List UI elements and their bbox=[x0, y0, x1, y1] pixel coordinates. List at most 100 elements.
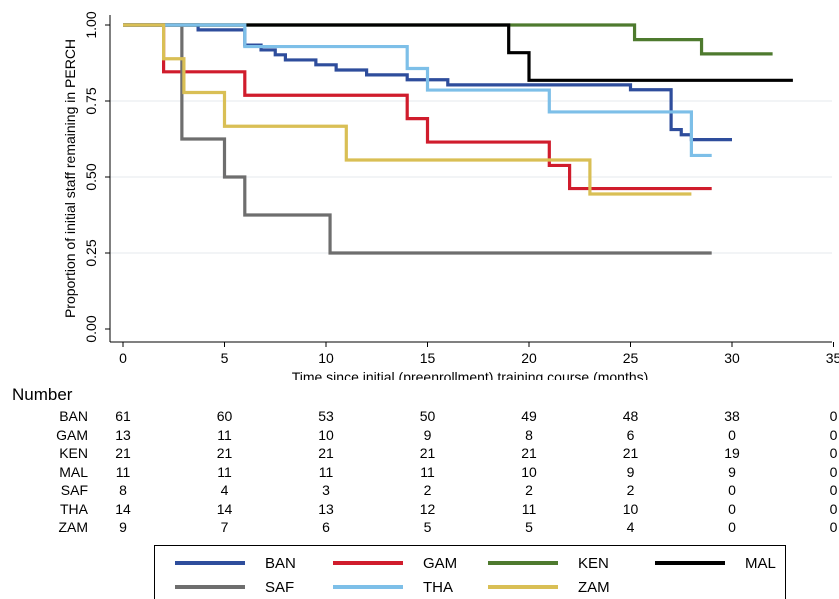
risk-cell-mal-35: 0 bbox=[829, 463, 838, 480]
risk-cell-tha-10: 13 bbox=[318, 500, 334, 517]
legend-swatch-mal bbox=[655, 561, 725, 565]
x-tick-label-1: 5 bbox=[221, 350, 229, 366]
risk-cell-zam-5: 7 bbox=[220, 519, 229, 535]
risk-cell-ken-30: 19 bbox=[724, 445, 740, 461]
risk-cell-ken-20: 21 bbox=[521, 445, 537, 461]
km-chart: 0.00 0.25 0.50 0.75 1.00 0 5 10 15 20 25 30 35 Time s… bbox=[62, 11, 839, 380]
risk-cell-gam-0: 13 bbox=[115, 426, 131, 443]
risk-cell-gam-35: 0 bbox=[829, 426, 838, 443]
legend-item-gam: GAM bbox=[333, 553, 457, 573]
risk-cell-tha-30: 0 bbox=[728, 500, 736, 517]
risk-cell-ban-10: 53 bbox=[318, 408, 334, 424]
legend-label-ban: BAN bbox=[265, 554, 296, 572]
legend-label-tha: THA bbox=[423, 578, 453, 596]
y-tick-label-0: 0.00 bbox=[83, 315, 99, 342]
risk-row-label-gam: GAM bbox=[56, 426, 88, 443]
risk-row-label-tha: THA bbox=[60, 500, 88, 517]
x-tick-label-0: 0 bbox=[119, 350, 127, 366]
legend-label-gam: GAM bbox=[423, 554, 458, 572]
x-tick-label-6: 30 bbox=[724, 350, 740, 366]
x-tick-label-5: 25 bbox=[623, 350, 639, 366]
series-line-tha bbox=[123, 23, 712, 158]
risk-cell-zam-10: 6 bbox=[322, 519, 330, 535]
risk-cell-ban-5: 60 bbox=[216, 408, 233, 424]
risk-cell-mal-20: 10 bbox=[521, 463, 537, 480]
risk-cell-ken-25: 21 bbox=[622, 445, 639, 461]
risk-cell-tha-5: 14 bbox=[216, 500, 233, 517]
risk-row-label-ban: BAN bbox=[59, 408, 88, 424]
risk-cell-saf-20: 2 bbox=[525, 482, 533, 498]
risk-row-label-zam: ZAM bbox=[58, 519, 88, 535]
series-line-saf bbox=[123, 23, 712, 255]
risk-cell-ken-5: 21 bbox=[216, 445, 233, 461]
legend-label-zam: ZAM bbox=[578, 578, 610, 596]
risk-cell-ban-0: 61 bbox=[115, 408, 131, 424]
legend-label-saf: SAF bbox=[265, 578, 295, 596]
legend-item-ken: KEN bbox=[488, 553, 609, 573]
series-line-zam bbox=[123, 23, 692, 196]
risk-cell-saf-5: 4 bbox=[220, 482, 229, 498]
x-tick-label-4: 20 bbox=[521, 350, 537, 366]
x-axis-title: Time since initial (preenrollment) train… bbox=[292, 369, 649, 380]
series-line-ken bbox=[123, 23, 773, 56]
risk-cell-gam-15: 9 bbox=[423, 426, 432, 443]
risk-cell-saf-15: 2 bbox=[423, 482, 432, 498]
legend-item-mal: MAL bbox=[655, 553, 776, 573]
risk-cell-saf-25: 2 bbox=[626, 482, 635, 498]
risk-row-label-mal: MAL bbox=[59, 463, 88, 480]
risk-cell-tha-15: 12 bbox=[419, 500, 436, 517]
risk-cell-tha-25: 10 bbox=[622, 500, 639, 517]
x-tick-label-7: 35 bbox=[826, 350, 839, 366]
series-line-gam bbox=[123, 23, 712, 191]
legend-swatch-ban bbox=[175, 561, 245, 565]
risk-cell-saf-10: 3 bbox=[322, 482, 330, 498]
legend-item-tha: THA bbox=[333, 577, 453, 597]
risk-cell-ken-15: 21 bbox=[419, 445, 436, 461]
legend-item-zam: ZAM bbox=[488, 577, 610, 597]
legend-swatch-zam bbox=[488, 585, 558, 589]
legend-label-mal: MAL bbox=[745, 554, 776, 572]
risk-cell-gam-30: 0 bbox=[728, 426, 736, 443]
y-tick-label-3: 0.75 bbox=[83, 87, 99, 114]
legend: BAN GAM KEN MAL SAF THA ZAM bbox=[154, 545, 786, 599]
risk-cell-tha-35: 0 bbox=[829, 500, 838, 517]
risk-cell-ban-35: 0 bbox=[829, 408, 838, 424]
risk-cell-mal-5: 11 bbox=[217, 463, 232, 480]
risk-cell-zam-15: 5 bbox=[423, 519, 432, 535]
risk-cell-saf-30: 0 bbox=[728, 482, 736, 498]
risk-cell-tha-0: 14 bbox=[115, 500, 131, 517]
risk-cell-zam-0: 9 bbox=[119, 519, 127, 535]
risk-cell-ken-0: 21 bbox=[115, 445, 131, 461]
legend-swatch-tha bbox=[333, 585, 403, 589]
risk-cell-ken-10: 21 bbox=[318, 445, 334, 461]
risk-cell-ban-15: 50 bbox=[419, 408, 436, 424]
risk-cell-gam-10: 10 bbox=[318, 426, 334, 443]
risk-cell-ban-25: 48 bbox=[622, 408, 639, 424]
legend-item-saf: SAF bbox=[175, 577, 294, 597]
y-tick-label-4: 1.00 bbox=[83, 11, 99, 38]
x-tick-label-3: 15 bbox=[420, 350, 436, 366]
risk-cell-gam-20: 8 bbox=[525, 426, 533, 443]
x-tick-label-2: 10 bbox=[318, 350, 334, 366]
risk-cell-mal-25: 9 bbox=[626, 463, 635, 480]
legend-swatch-gam bbox=[333, 561, 403, 565]
risk-cell-zam-35: 0 bbox=[829, 519, 838, 535]
series-line-mal bbox=[123, 23, 793, 82]
legend-item-ban: BAN bbox=[175, 553, 296, 573]
risk-cell-mal-30: 9 bbox=[728, 463, 736, 480]
y-tick-label-2: 0.50 bbox=[83, 163, 99, 190]
risk-table-heading: Number bbox=[12, 385, 73, 404]
risk-cell-saf-0: 8 bbox=[119, 482, 127, 498]
risk-cell-mal-10: 11 bbox=[318, 463, 334, 480]
risk-cell-zam-20: 5 bbox=[525, 519, 533, 535]
risk-cell-saf-35: 0 bbox=[829, 482, 838, 498]
risk-cell-gam-25: 6 bbox=[626, 426, 635, 443]
risk-cell-ban-30: 38 bbox=[724, 408, 740, 424]
risk-row-label-saf: SAF bbox=[60, 482, 88, 498]
legend-label-ken: KEN bbox=[578, 554, 609, 572]
risk-row-label-ken: KEN bbox=[59, 445, 88, 461]
risk-cell-mal-0: 11 bbox=[115, 463, 131, 480]
risk-cell-ban-20: 49 bbox=[521, 408, 537, 424]
risk-cell-ken-35: 0 bbox=[829, 445, 838, 461]
risk-cell-mal-15: 11 bbox=[420, 463, 435, 480]
